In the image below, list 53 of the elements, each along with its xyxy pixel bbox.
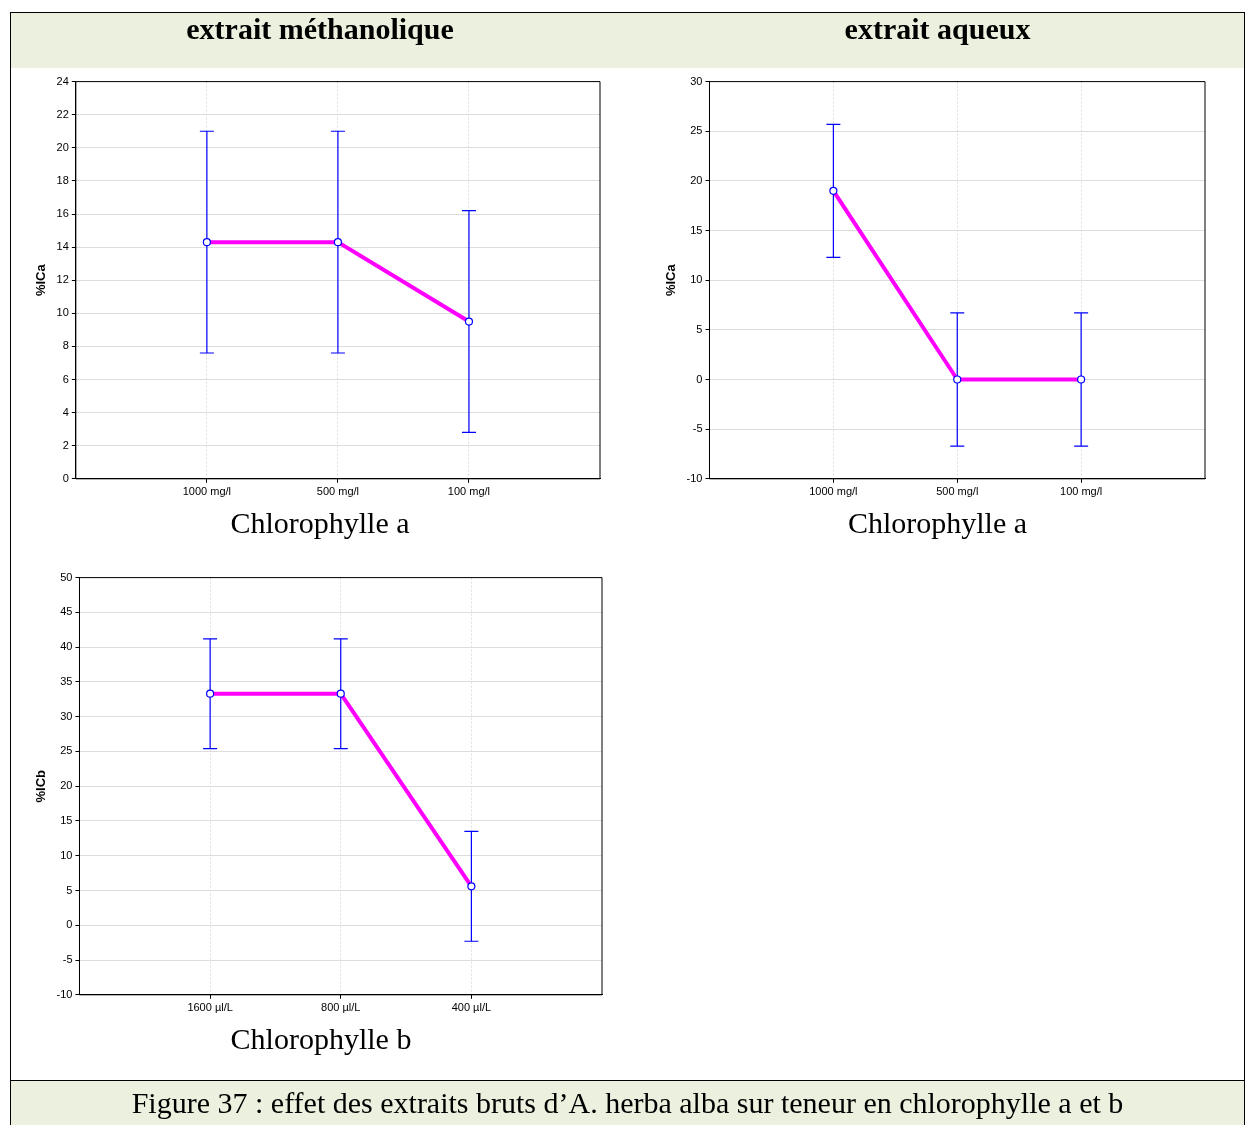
y-tick-label: 8 [62,339,69,352]
y-tick-label: 20 [690,173,703,186]
y-tick-label: 18 [56,173,69,186]
y-tick-label: 10 [60,848,73,861]
y-tick-label: 40 [60,640,73,653]
y-axis-title: %ICa [663,263,679,297]
caption: Figure 37 : effet des extraits bruts d’A. herba alba sur teneur en chlorophylle a et b [11,1081,1244,1125]
x-tick-label: 1600 µl/L [187,1001,233,1014]
x-axis-title: Chlorophylle a [846,506,1029,540]
x-axis-title: Chlorophylle a [229,506,411,540]
y-tick-label: 50 [60,570,73,583]
x-tick-label: 100 mg/l [1060,485,1103,498]
y-tick-label: 0 [696,372,703,385]
y-tick-label: 4 [62,405,69,418]
y-tick-label: 15 [690,223,703,236]
y-tick-label: 0 [66,918,73,931]
x-axis-title: Chlorophylle b [229,1022,413,1056]
y-tick-label: 0 [62,471,69,484]
y-tick-label: 35 [60,674,73,687]
x-tick-label: 1000 mg/l [809,485,858,498]
y-tick-label: 22 [56,107,69,120]
x-tick-label: 1000 mg/l [182,485,232,498]
x-tick-label: 100 mg/l [447,485,491,498]
y-tick-label: 25 [60,744,73,757]
y-tick-label: 5 [696,322,703,335]
x-tick-label: 800 µl/L [321,1001,361,1014]
y-tick-label: -5 [62,953,73,966]
y-tick-label: 24 [56,74,69,87]
y-axis-title: %ICa [33,263,49,297]
y-tick-label: 12 [56,273,69,286]
y-tick-label: 6 [62,372,69,385]
y-tick-label: -10 [56,987,73,1000]
y-tick-label: 30 [690,74,703,87]
y-tick-label: -5 [692,422,703,435]
y-tick-label: 25 [690,124,703,137]
chart-title: extrait méthanolique [185,12,455,46]
y-tick-label: 20 [60,779,73,792]
y-tick-label: 30 [60,709,73,722]
y-tick-label: 16 [56,207,69,220]
y-axis-title: %ICb [33,769,49,803]
y-tick-label: 10 [690,273,703,286]
y-tick-label: 45 [60,605,73,618]
y-tick-label: 2 [62,438,69,451]
y-tick-label: 15 [60,814,73,826]
y-tick-label: 10 [56,306,69,319]
chart-title: extrait aqueux [843,12,1032,46]
y-tick-label: 20 [56,140,69,153]
y-tick-label: 14 [56,240,69,253]
x-tick-label: 400 µl/L [451,1001,492,1014]
x-tick-label: 500 mg/l [936,485,979,498]
y-tick-label: -10 [686,471,703,484]
x-tick-label: 500 mg/l [316,485,360,498]
y-tick-label: 5 [66,883,73,896]
